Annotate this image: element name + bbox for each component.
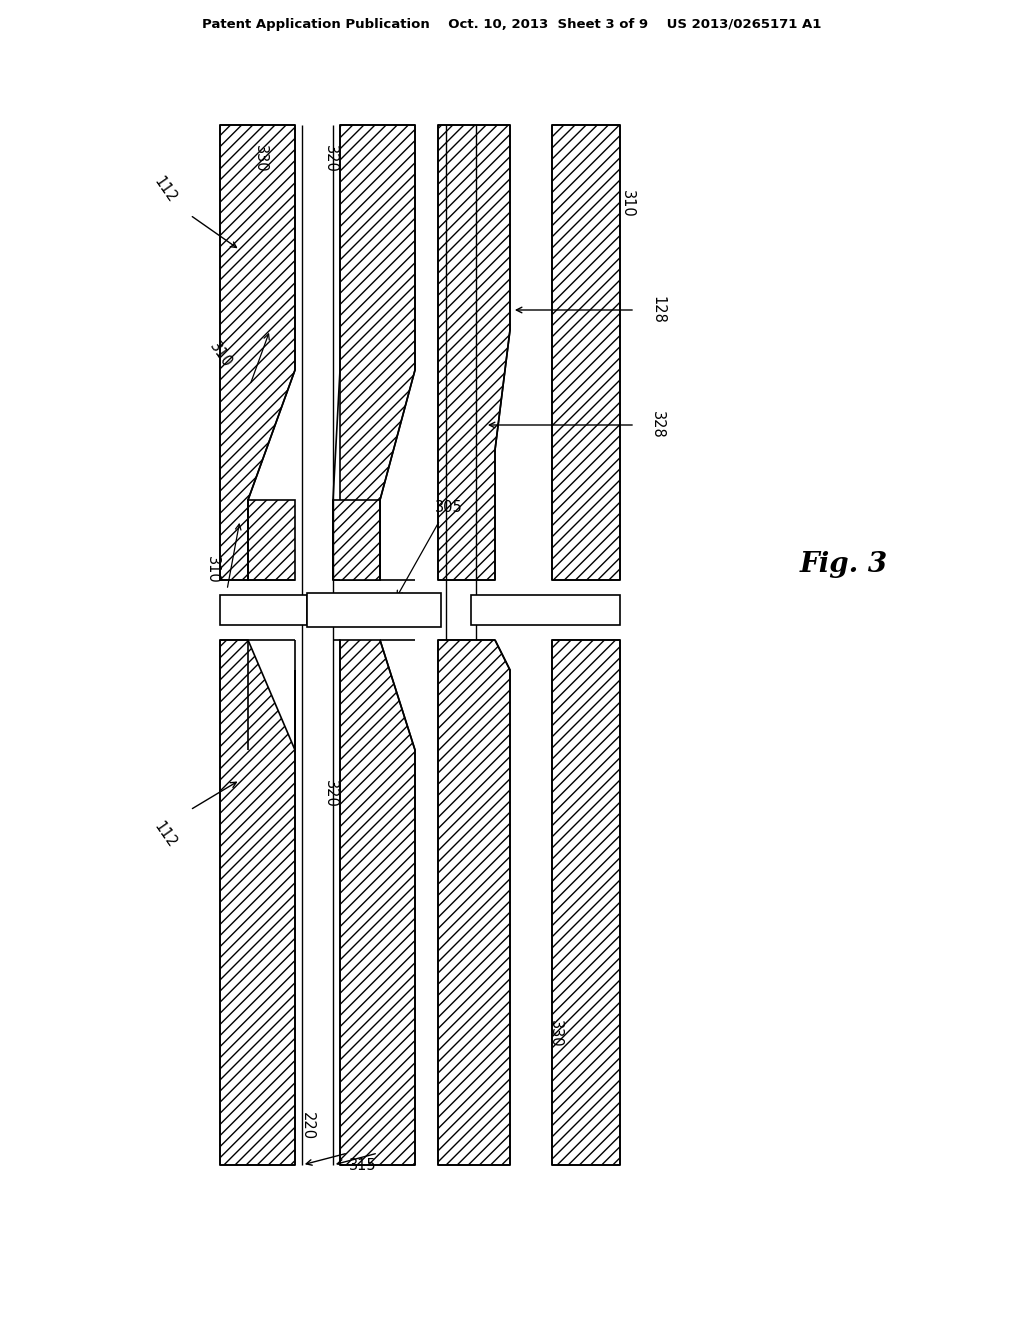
Text: Fig. 3: Fig. 3	[800, 552, 888, 578]
Text: 112: 112	[151, 174, 179, 206]
Polygon shape	[552, 640, 620, 1166]
Polygon shape	[471, 595, 620, 624]
Polygon shape	[220, 640, 295, 1166]
Text: 220: 220	[299, 1111, 314, 1140]
Text: 320: 320	[323, 145, 338, 173]
Text: Patent Application Publication    Oct. 10, 2013  Sheet 3 of 9    US 2013/0265171: Patent Application Publication Oct. 10, …	[203, 18, 821, 30]
Text: 315: 315	[349, 1158, 377, 1173]
Text: 328: 328	[650, 411, 665, 438]
Text: 112: 112	[151, 820, 179, 850]
Polygon shape	[220, 595, 307, 624]
Polygon shape	[438, 125, 510, 579]
Text: 330: 330	[548, 1020, 562, 1048]
Polygon shape	[220, 125, 295, 579]
Text: d: d	[351, 606, 359, 619]
Polygon shape	[340, 125, 415, 579]
Polygon shape	[307, 593, 441, 627]
Text: 310: 310	[620, 190, 635, 218]
Text: 320: 320	[323, 780, 338, 808]
Polygon shape	[333, 500, 380, 579]
Text: 310: 310	[205, 556, 219, 583]
Polygon shape	[248, 500, 295, 579]
Text: 305: 305	[435, 500, 463, 515]
Text: 128: 128	[650, 296, 665, 323]
Text: 310: 310	[207, 339, 234, 370]
Text: 330: 330	[253, 145, 267, 173]
Polygon shape	[340, 640, 415, 1166]
Polygon shape	[438, 640, 510, 1166]
Polygon shape	[552, 125, 620, 579]
